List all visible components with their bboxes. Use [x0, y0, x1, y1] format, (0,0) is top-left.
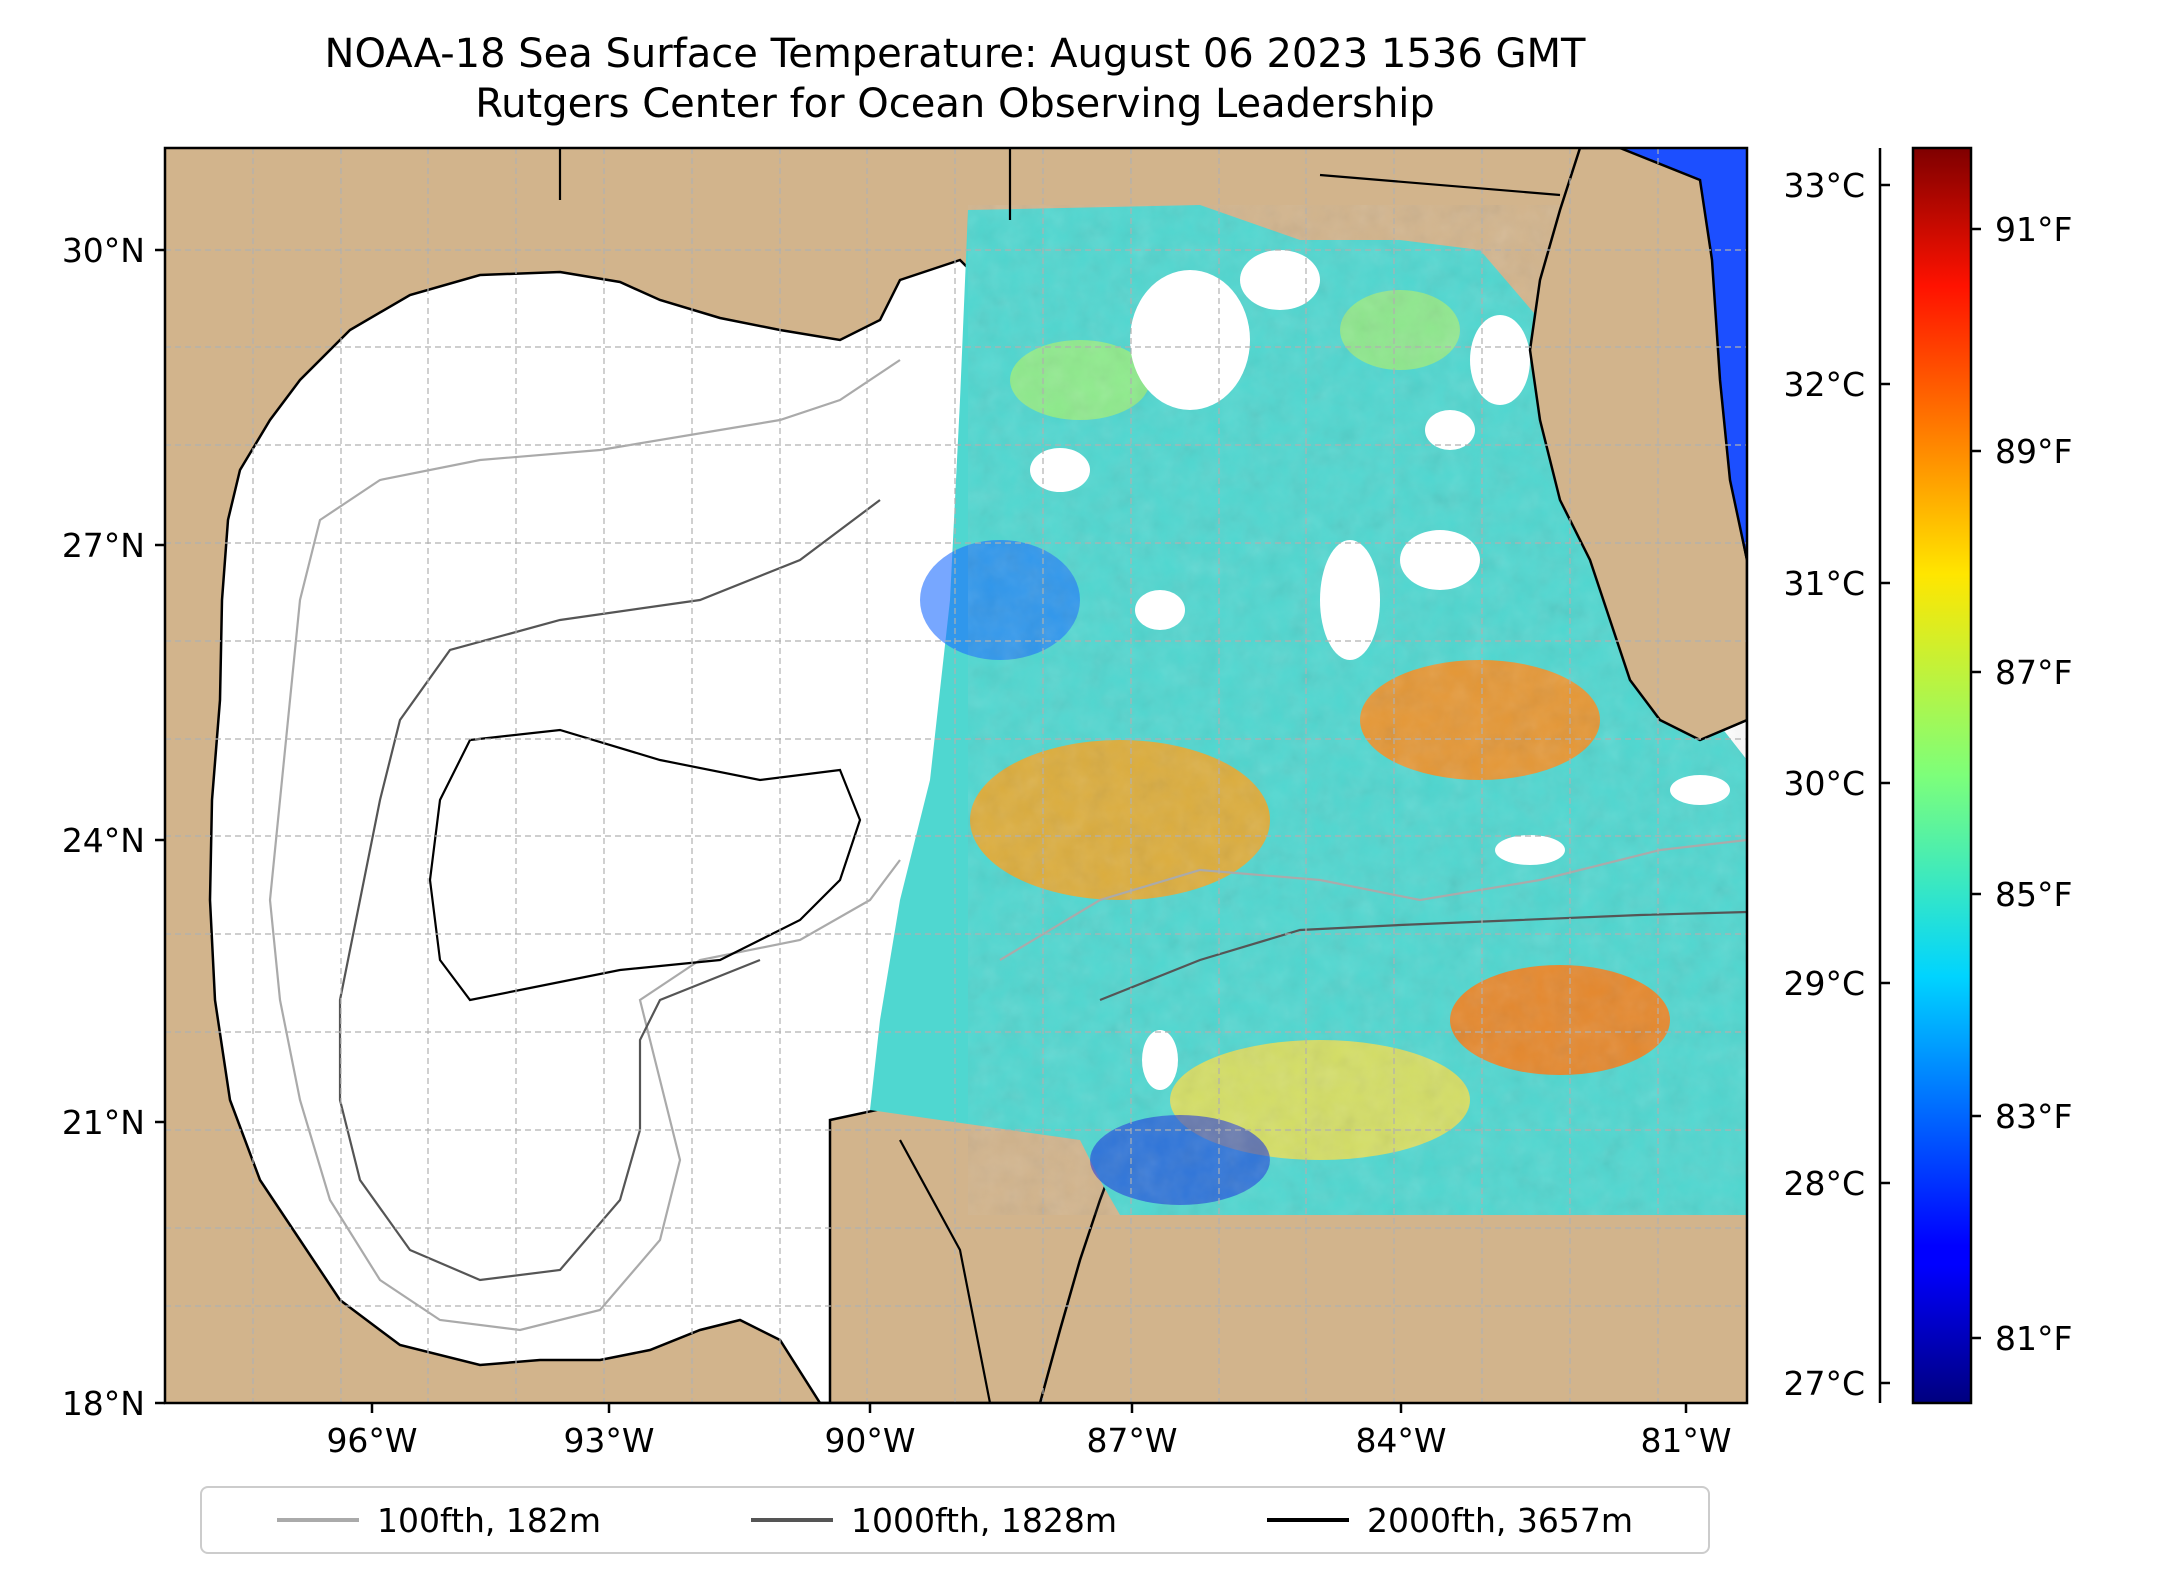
lat-tick-label: 21°N [62, 1103, 145, 1142]
fahrenheit-label: 83°F [1995, 1097, 2072, 1136]
legend-swatch [1266, 1518, 1349, 1522]
fahrenheit-label: 85°F [1995, 875, 2072, 914]
legend-label: 1000fth, 1828m [851, 1500, 1117, 1540]
fahrenheit-label: 81°F [1995, 1319, 2072, 1358]
celsius-label: 28°C [1783, 1164, 1865, 1203]
legend-label: 2000fth, 3657m [1366, 1500, 1633, 1540]
celsius-label: 32°C [1783, 365, 1865, 404]
chart-title: NOAA-18 Sea Surface Temperature: August … [324, 31, 1586, 77]
map-frame [163, 146, 1749, 1405]
borders [558, 148, 1561, 1403]
colorbar [1911, 146, 1973, 1405]
legend-item-1000fth: 1000fth, 1828m [751, 1501, 1117, 1540]
legend-swatch [751, 1518, 833, 1522]
chart-subtitle: Rutgers Center for Ocean Observing Leade… [475, 81, 1435, 127]
celsius-label: 33°C [1783, 166, 1865, 205]
celsius-label: 30°C [1783, 764, 1865, 803]
lon-tick-label: 90°W [824, 1421, 915, 1460]
lon-tick-label: 96°W [326, 1421, 417, 1460]
lon-tick-label: 87°W [1086, 1421, 1177, 1460]
fahrenheit-label: 87°F [1995, 653, 2072, 692]
legend-swatch [277, 1518, 359, 1522]
lat-tick-label: 30°N [62, 231, 145, 270]
lat-tick-label: 27°N [62, 526, 145, 565]
celsius-ticks [1878, 148, 1890, 1403]
lat-tick-label: 18°N [62, 1384, 145, 1423]
gridlines [165, 148, 1747, 1403]
lon-tick-label: 93°W [563, 1421, 654, 1460]
lon-tick-label: 81°W [1640, 1421, 1731, 1460]
legend-item-2000fth: 2000fth, 3657m [1266, 1500, 1633, 1540]
legend-item-100fth: 100fth, 182m [277, 1501, 601, 1540]
map-area [165, 148, 1747, 1403]
lat-tick-label: 24°N [62, 821, 145, 860]
fahrenheit-ticks [1971, 227, 1981, 1340]
fahrenheit-label: 91°F [1995, 210, 2072, 249]
fahrenheit-label: 89°F [1995, 432, 2072, 471]
axis-ticks [155, 248, 1688, 1413]
celsius-label: 31°C [1783, 564, 1865, 603]
atlantic-sst [1620, 148, 1747, 560]
legend-label: 100fth, 182m [377, 1500, 601, 1540]
lon-tick-label: 84°W [1355, 1421, 1446, 1460]
legend: 100fth, 182m 1000fth, 1828m 2000fth, 365… [200, 1486, 1710, 1554]
celsius-label: 27°C [1783, 1364, 1865, 1403]
celsius-label: 29°C [1783, 964, 1865, 1003]
